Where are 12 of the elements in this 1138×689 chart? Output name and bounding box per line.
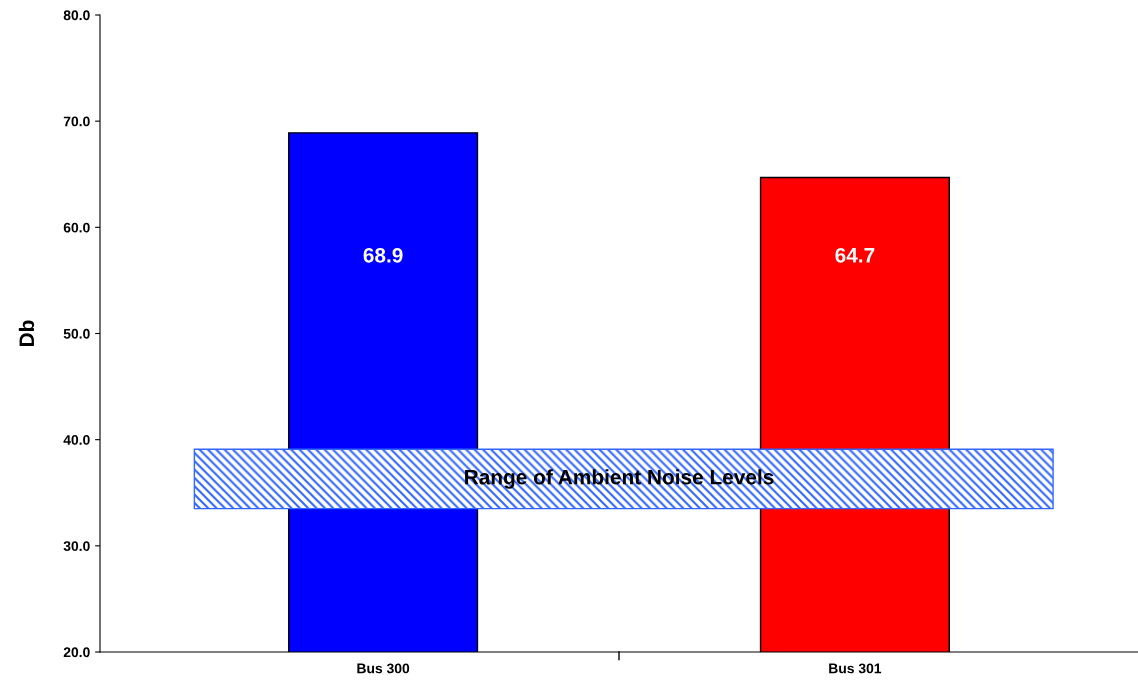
data-label: 64.7 <box>835 247 875 263</box>
y-axis-title: Db <box>18 320 35 346</box>
y-tick-label: 80.0 <box>63 10 90 21</box>
y-tick-label: 60.0 <box>63 222 90 233</box>
x-tick-label: Bus 300 <box>357 663 410 674</box>
y-tick-label: 50.0 <box>63 328 90 339</box>
y-tick-label: 40.0 <box>63 435 90 445</box>
y-tick-label: 70.0 <box>63 116 90 127</box>
data-label: 68.9 <box>363 247 403 263</box>
y-tick-label: 30.0 <box>63 541 90 552</box>
y-tick-label: 20.0 <box>63 647 90 658</box>
x-tick-label: Bus 301 <box>829 663 882 674</box>
